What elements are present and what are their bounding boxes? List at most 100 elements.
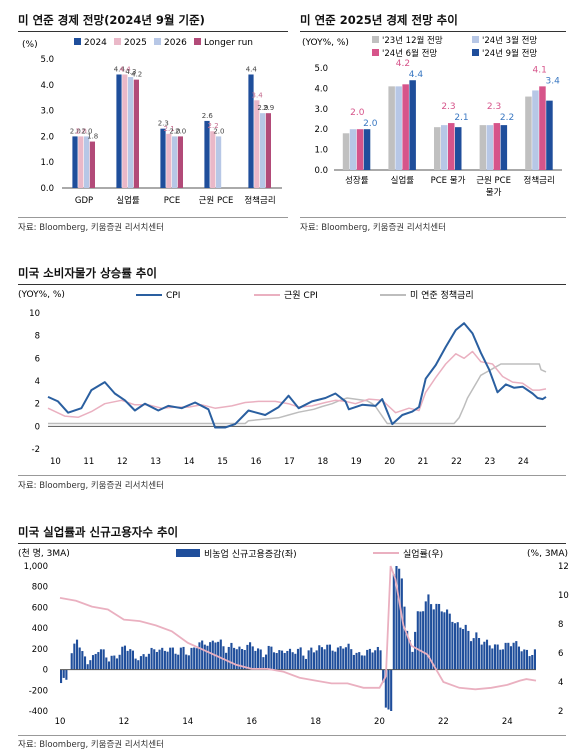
series-line-policy-rate bbox=[48, 363, 547, 425]
bar bbox=[291, 652, 294, 670]
bar bbox=[142, 654, 145, 670]
x-tick-label: 22 bbox=[451, 457, 462, 467]
legend-label: '23년 12월 전망 bbox=[382, 35, 443, 46]
bar bbox=[480, 644, 483, 670]
legend-swatch bbox=[154, 38, 161, 45]
bar bbox=[222, 646, 225, 670]
bar bbox=[107, 661, 111, 670]
bar bbox=[339, 646, 342, 670]
x-tick-label: 16 bbox=[251, 457, 262, 467]
bar bbox=[91, 655, 95, 670]
bar bbox=[342, 648, 345, 670]
bar bbox=[294, 653, 297, 670]
bar bbox=[483, 641, 486, 670]
bar bbox=[406, 630, 409, 670]
bar bbox=[60, 669, 63, 684]
bar bbox=[312, 652, 316, 670]
x-tick-label: 20 bbox=[384, 457, 395, 467]
bar bbox=[84, 136, 90, 188]
bar bbox=[525, 649, 528, 670]
y-tick-label: 400 bbox=[32, 624, 48, 634]
bar bbox=[73, 643, 76, 670]
panel3-title: 미국 소비자물가 상승률 추이 bbox=[18, 266, 157, 280]
y-tick-label: 8 bbox=[35, 332, 40, 342]
y-tick-label: 5.0 bbox=[40, 55, 54, 65]
bar bbox=[302, 655, 305, 670]
bar bbox=[166, 651, 169, 670]
legend-swatch bbox=[114, 38, 121, 45]
data-label: 2.3 bbox=[487, 102, 501, 112]
bar bbox=[374, 650, 377, 670]
bar bbox=[515, 641, 518, 670]
bar bbox=[451, 621, 454, 670]
bar bbox=[320, 647, 324, 670]
bar bbox=[456, 622, 459, 670]
panel2-title-rule bbox=[300, 31, 566, 32]
bar bbox=[411, 651, 414, 670]
bar bbox=[158, 649, 161, 670]
x-tick-label: 18 bbox=[317, 457, 328, 467]
bar bbox=[336, 647, 339, 670]
legend-label: 2026 bbox=[164, 38, 187, 48]
panel2-source: 자료: Bloomberg, 키움증권 리서치센터 bbox=[300, 223, 446, 233]
bar bbox=[363, 655, 366, 670]
data-label: 2.3 bbox=[441, 102, 455, 112]
x-tick-label: 10 bbox=[55, 717, 66, 727]
y-tick-label: 5.0 bbox=[314, 64, 328, 74]
bar bbox=[368, 648, 371, 670]
bar bbox=[528, 656, 531, 670]
y-tick-label: 2.0 bbox=[40, 132, 54, 142]
x-tick-label: 실업률 bbox=[116, 195, 140, 206]
panel4-bottom-rule bbox=[18, 735, 566, 736]
x-tick-label: 10 bbox=[50, 457, 61, 467]
x-tick-label: 15 bbox=[217, 457, 228, 467]
bar bbox=[94, 653, 97, 670]
data-label: 4.3 bbox=[125, 68, 136, 76]
bar bbox=[219, 639, 222, 670]
bar bbox=[260, 113, 266, 188]
bar bbox=[539, 86, 546, 170]
bar bbox=[81, 651, 84, 670]
panel1-title: 미 연준 경제 전망(2024년 9월 기준) bbox=[18, 13, 205, 27]
y-tick-label: 0 bbox=[43, 666, 48, 676]
data-label: 3.4 bbox=[546, 76, 561, 86]
bar bbox=[299, 647, 302, 670]
x-tick-label: 24 bbox=[518, 457, 529, 467]
bar bbox=[122, 74, 128, 188]
bar bbox=[509, 646, 513, 670]
data-label: 2.0 bbox=[76, 127, 87, 135]
bar bbox=[171, 647, 174, 670]
y2-tick-label: 4 bbox=[558, 678, 563, 688]
bar bbox=[355, 652, 358, 670]
bar bbox=[243, 650, 246, 670]
bar bbox=[419, 611, 422, 670]
bar bbox=[366, 649, 369, 670]
bar bbox=[174, 653, 177, 670]
series-line-cpi bbox=[47, 322, 547, 429]
bar bbox=[388, 86, 395, 170]
bar bbox=[409, 80, 416, 170]
data-label: 4.2 bbox=[396, 59, 410, 69]
bar bbox=[126, 650, 129, 670]
bar bbox=[134, 658, 137, 670]
bar bbox=[147, 653, 150, 670]
legend-swatch bbox=[194, 38, 201, 45]
bar bbox=[209, 642, 212, 670]
bar bbox=[424, 601, 427, 670]
x-tick-label: 24 bbox=[502, 717, 513, 727]
bar bbox=[86, 664, 89, 670]
bar bbox=[499, 649, 502, 670]
bar bbox=[427, 594, 430, 670]
legend-label: '24년 9월 전망 bbox=[482, 48, 537, 59]
series-line-unemployment bbox=[59, 565, 537, 691]
legend-swatch bbox=[372, 36, 379, 43]
bar bbox=[78, 647, 81, 670]
bar bbox=[304, 658, 308, 670]
bar bbox=[334, 651, 337, 670]
bar bbox=[461, 629, 465, 670]
y2-tick-label: 8 bbox=[558, 620, 563, 630]
bar bbox=[416, 611, 419, 670]
data-label: 4.1 bbox=[533, 65, 547, 75]
bar bbox=[350, 649, 353, 670]
data-label: 2.0 bbox=[175, 127, 186, 135]
